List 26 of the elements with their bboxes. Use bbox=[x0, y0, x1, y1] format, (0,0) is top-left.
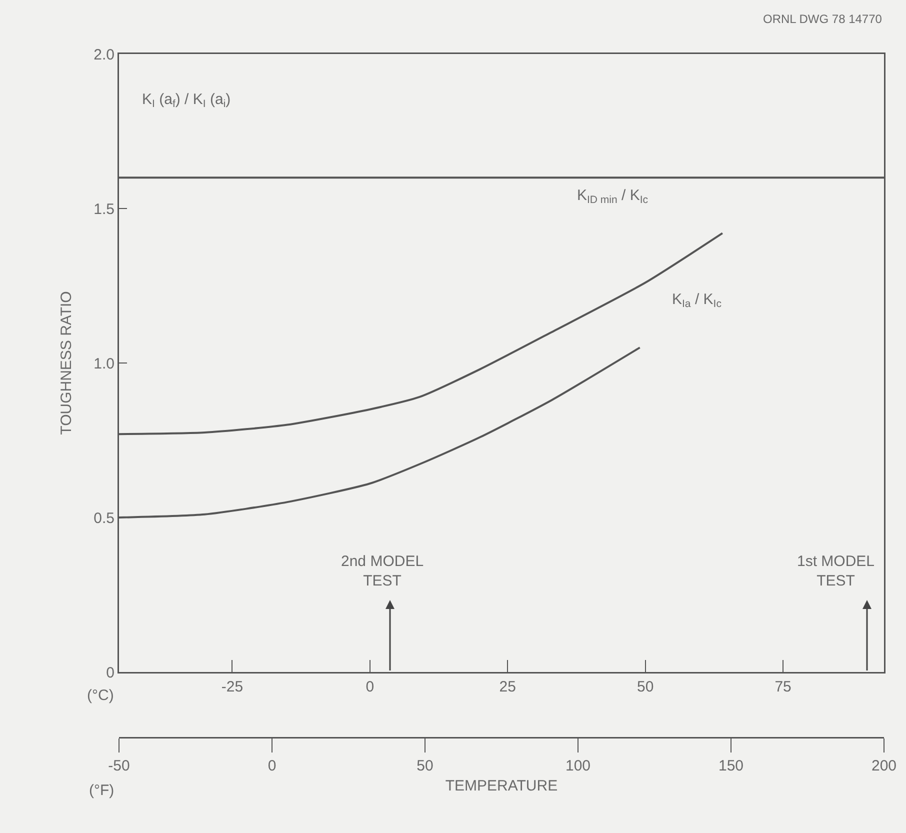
annotation: K$_{ID min}$ / K$_{Ic}$ bbox=[577, 187, 648, 206]
x2-tick-label: -50 bbox=[108, 758, 130, 774]
x-tick-label: -25 bbox=[221, 678, 244, 696]
y-tick-label: 1.0 bbox=[94, 355, 114, 372]
x-tick-label: 50 bbox=[636, 678, 654, 696]
x2-tick-label: 50 bbox=[416, 758, 434, 774]
y-tick-label: 1.5 bbox=[94, 200, 114, 218]
x-axis-title: TEMPERATURE bbox=[445, 777, 558, 794]
text: K$_{I}$ (a$_{f}$) / K$_{I}$ (a$_{i}$) bbox=[142, 91, 231, 110]
text: ORNL DWG 78 14770 bbox=[763, 12, 882, 26]
x2-tick-label: 0 bbox=[268, 758, 276, 774]
x-tick-label: 0 bbox=[366, 678, 374, 696]
annotation: 1st MODEL TEST bbox=[797, 553, 875, 590]
annotation: 2nd MODEL TEST bbox=[341, 553, 424, 590]
y-tick-label: 0.5 bbox=[94, 510, 114, 527]
annotation: K$_{Ia}$ / K$_{Ic}$ bbox=[672, 291, 722, 310]
y-axis-title: TOUGHNESS RATIO bbox=[58, 291, 76, 435]
text: (°F) bbox=[89, 782, 114, 799]
y-tick-label: 0 bbox=[106, 664, 114, 682]
x2-tick-label: 200 bbox=[871, 758, 897, 774]
x-tick-label: 75 bbox=[774, 678, 792, 696]
y-tick-label: 2.0 bbox=[94, 46, 114, 64]
x2-tick-label: 100 bbox=[565, 758, 591, 774]
x2-tick-label: 150 bbox=[718, 758, 744, 774]
text: (°C) bbox=[87, 687, 114, 704]
x-tick-label: 25 bbox=[499, 678, 516, 696]
